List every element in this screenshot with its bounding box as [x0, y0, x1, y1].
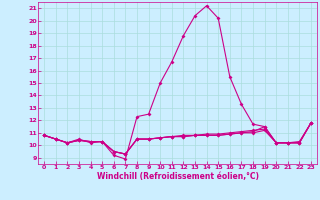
X-axis label: Windchill (Refroidissement éolien,°C): Windchill (Refroidissement éolien,°C)	[97, 172, 259, 181]
